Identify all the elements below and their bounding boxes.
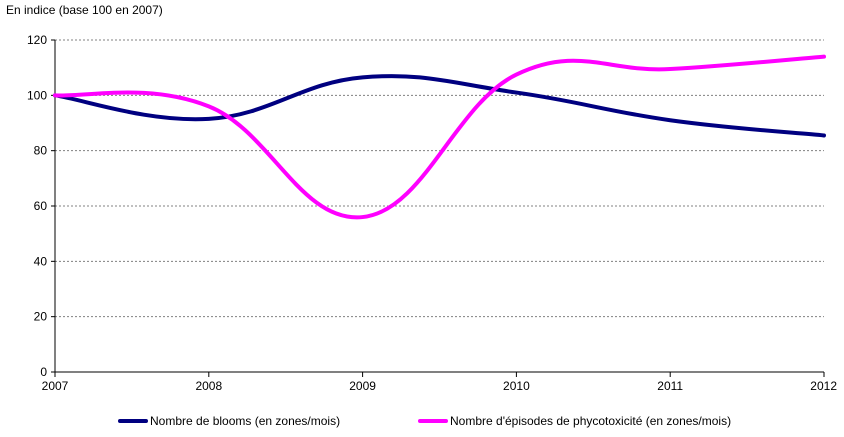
y-tick-label: 40: [34, 254, 48, 268]
series-line-0: [53, 74, 826, 138]
x-tick-label: 2010: [503, 379, 530, 393]
y-tick-label: 80: [34, 144, 48, 158]
series-lines: [53, 54, 826, 220]
x-tick-label: 2009: [349, 379, 376, 393]
unit-label: En indice (base 100 en 2007): [6, 3, 163, 17]
axes: [51, 39, 825, 377]
y-tick-label: 120: [27, 33, 47, 47]
legend-label-blooms: Nombre de blooms (en zones/mois): [150, 414, 341, 428]
gridlines: [55, 39, 824, 318]
y-tick-label: 0: [40, 365, 47, 379]
x-tick-label: 2007: [42, 379, 69, 393]
legend-label-phycotoxicite: Nombre d'épisodes de phycotoxicité (en z…: [450, 414, 732, 428]
x-tick-label: 2008: [195, 379, 222, 393]
x-tick-label: 2011: [657, 379, 683, 393]
x-axis-ticks: 2007 2008 2009 2010 2011 2012: [42, 379, 838, 393]
legend-item-phycotoxicite: Nombre d'épisodes de phycotoxicité (en z…: [418, 414, 731, 428]
y-tick-label: 60: [34, 199, 48, 213]
y-tick-label: 100: [27, 88, 47, 102]
legend-swatch-phycotoxicite: [418, 419, 448, 423]
legend-item-blooms: Nombre de blooms (en zones/mois): [118, 414, 340, 428]
x-tick-label: 2012: [810, 379, 837, 393]
y-axis-ticks: 0 20 40 60 80 100 120: [27, 33, 47, 379]
series-line-1: [53, 54, 826, 220]
y-tick-label: 20: [34, 310, 48, 324]
legend-swatch-blooms: [118, 419, 148, 423]
